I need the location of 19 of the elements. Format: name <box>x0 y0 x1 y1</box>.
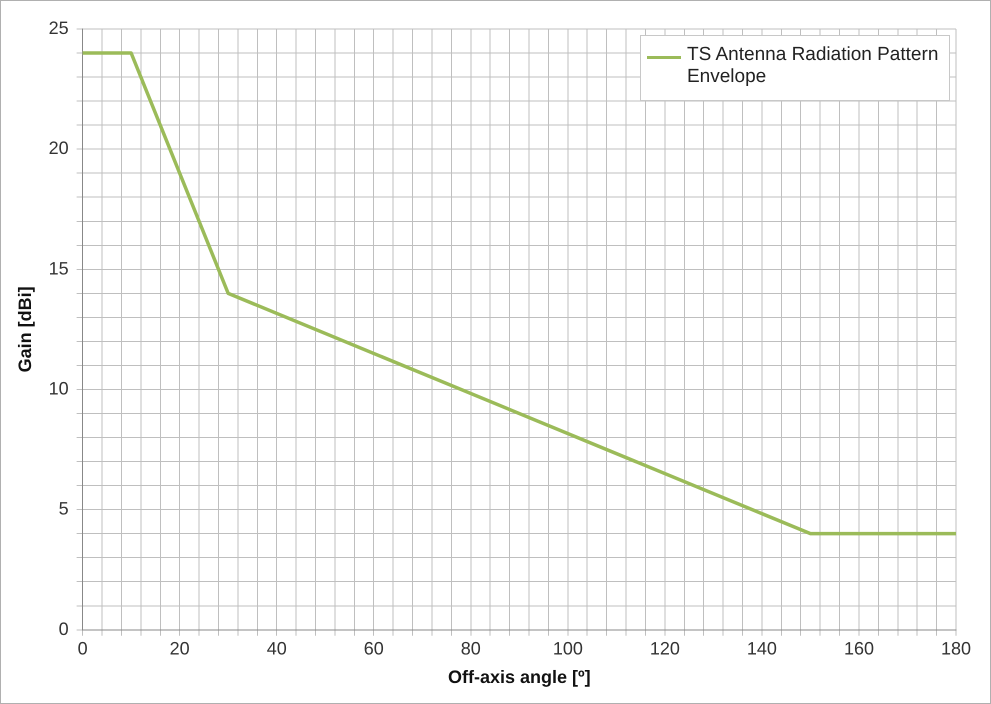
x-tick-label: 80 <box>460 638 481 659</box>
x-axis-title: Off-axis angle [º] <box>448 667 591 688</box>
y-tick-label: 20 <box>48 138 69 158</box>
x-tick-label: 40 <box>266 638 287 659</box>
x-tick-label: 60 <box>364 638 384 659</box>
y-tick-label: 10 <box>48 378 69 398</box>
y-tick-label: 25 <box>48 18 69 38</box>
x-tick-label: 180 <box>940 638 972 659</box>
y-axis-title: Gain [dBi] <box>14 286 35 372</box>
x-tick-label: 160 <box>844 638 874 659</box>
y-tick-label: 15 <box>48 258 69 278</box>
x-tick-label: 100 <box>552 638 583 659</box>
legend-label: TS Antenna Radiation Pattern Envelope <box>687 44 940 88</box>
x-tick-label: 20 <box>170 638 190 659</box>
x-tick-label: 0 <box>78 638 88 659</box>
y-tick-label: 5 <box>58 498 69 519</box>
x-tick-label: 120 <box>650 638 680 659</box>
x-tick-label: 140 <box>746 638 777 659</box>
y-tick-label: 0 <box>58 618 69 639</box>
